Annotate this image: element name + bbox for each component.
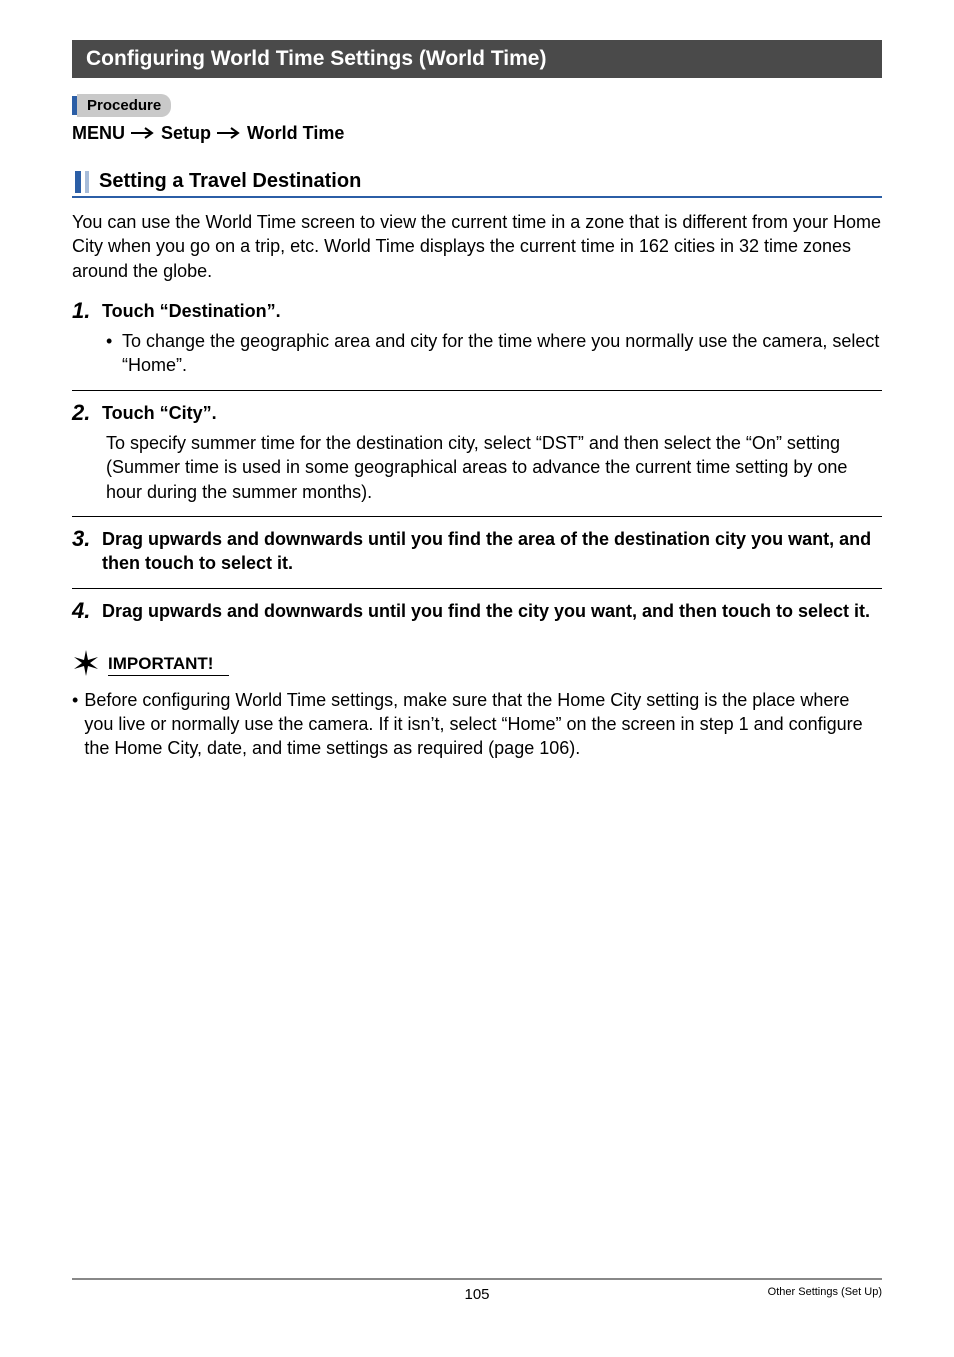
step-head: 1. Touch “Destination”. bbox=[72, 299, 882, 323]
sub-heading-text: Setting a Travel Destination bbox=[99, 170, 361, 193]
step-body: To specify summer time for the destinati… bbox=[106, 431, 882, 504]
section-title: Configuring World Time Settings (World T… bbox=[72, 40, 882, 78]
step-title: Drag upwards and downwards until you fin… bbox=[102, 527, 882, 576]
step-head: 2. Touch “City”. bbox=[72, 401, 882, 425]
sub-heading-bar2-icon bbox=[85, 171, 89, 193]
intro-text: You can use the World Time screen to vie… bbox=[72, 210, 882, 283]
bullet-row: • To change the geographic area and city… bbox=[106, 329, 882, 378]
menu-path: MENU Setup World Time bbox=[72, 123, 882, 144]
bullet-dot-icon: • bbox=[72, 688, 78, 761]
page-footer: 105 Other Settings (Set Up) bbox=[72, 1278, 882, 1298]
step-number: 4. bbox=[72, 599, 94, 622]
footer-section: Other Settings (Set Up) bbox=[768, 1286, 882, 1298]
arrow-right-icon bbox=[217, 123, 241, 144]
step-title: Touch “Destination”. bbox=[102, 299, 281, 323]
bullet-text: To change the geographic area and city f… bbox=[122, 329, 882, 378]
step-1: 1. Touch “Destination”. • To change the … bbox=[72, 299, 882, 391]
important-text: Before configuring World Time settings, … bbox=[84, 688, 882, 761]
important-row: IMPORTANT! bbox=[72, 649, 882, 682]
step-title: Drag upwards and downwards until you fin… bbox=[102, 599, 870, 623]
page: Configuring World Time Settings (World T… bbox=[0, 0, 954, 1310]
bullet-dot-icon: • bbox=[106, 329, 114, 378]
step-number: 1. bbox=[72, 299, 94, 322]
burst-icon bbox=[72, 649, 100, 682]
footer-page-number: 105 bbox=[464, 1286, 489, 1303]
arrow-right-icon bbox=[131, 123, 155, 144]
step-4: 4. Drag upwards and downwards until you … bbox=[72, 599, 882, 635]
menu-path-p1: MENU bbox=[72, 123, 125, 144]
sub-heading-bar-icon bbox=[75, 171, 81, 193]
important-text-row: • Before configuring World Time settings… bbox=[72, 688, 882, 761]
step-2: 2. Touch “City”. To specify summer time … bbox=[72, 401, 882, 517]
sub-heading: Setting a Travel Destination bbox=[72, 170, 882, 198]
procedure-label: Procedure bbox=[77, 94, 171, 117]
step-body: • To change the geographic area and city… bbox=[106, 329, 882, 378]
menu-path-p3: World Time bbox=[247, 123, 344, 144]
step-3: 3. Drag upwards and downwards until you … bbox=[72, 527, 882, 589]
step-title: Touch “City”. bbox=[102, 401, 217, 425]
step-number: 3. bbox=[72, 527, 94, 550]
step-head: 3. Drag upwards and downwards until you … bbox=[72, 527, 882, 576]
important-label: IMPORTANT! bbox=[108, 654, 229, 676]
step-head: 4. Drag upwards and downwards until you … bbox=[72, 599, 882, 623]
step-number: 2. bbox=[72, 401, 94, 424]
menu-path-p2: Setup bbox=[161, 123, 211, 144]
procedure-row: Procedure bbox=[72, 94, 882, 117]
